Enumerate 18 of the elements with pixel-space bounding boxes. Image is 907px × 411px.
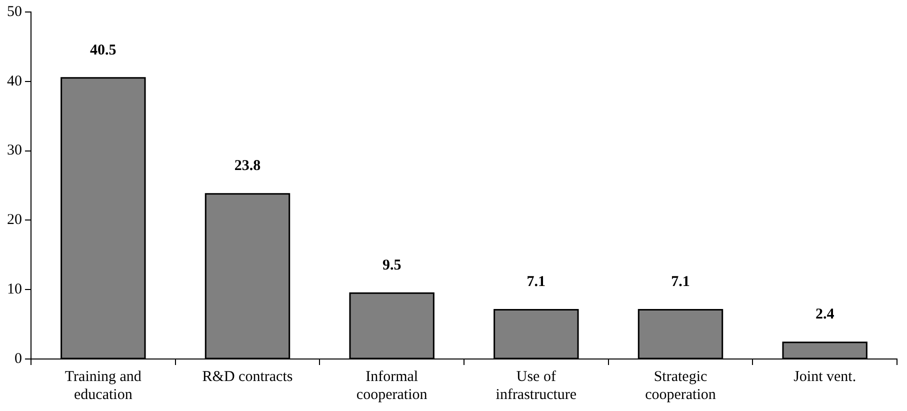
y-tick-label: 30 — [7, 142, 22, 159]
y-tick-label: 0 — [14, 350, 22, 367]
x-tick-label: R&D contracts — [202, 368, 293, 385]
data-label: 23.8 — [234, 158, 261, 174]
data-label: 40.5 — [90, 42, 116, 58]
y-tick-label: 20 — [7, 212, 22, 228]
x-tick-label: Joint vent. — [794, 368, 856, 385]
y-tick-label: 10 — [7, 282, 22, 298]
x-tick-label: Strategic cooperation — [645, 368, 716, 403]
y-tick-label: 40 — [7, 73, 22, 90]
data-label: 9.5 — [382, 257, 402, 274]
x-tick-label: Informal cooperation — [356, 368, 428, 403]
data-label: 7.1 — [671, 274, 690, 290]
x-tick-label: Use of infrastructure — [496, 368, 577, 403]
data-label: 7.1 — [526, 274, 546, 290]
x-tick-label: Training and education — [64, 368, 142, 403]
y-tick-label: 50 — [7, 4, 22, 20]
data-label: 2.4 — [815, 306, 835, 323]
